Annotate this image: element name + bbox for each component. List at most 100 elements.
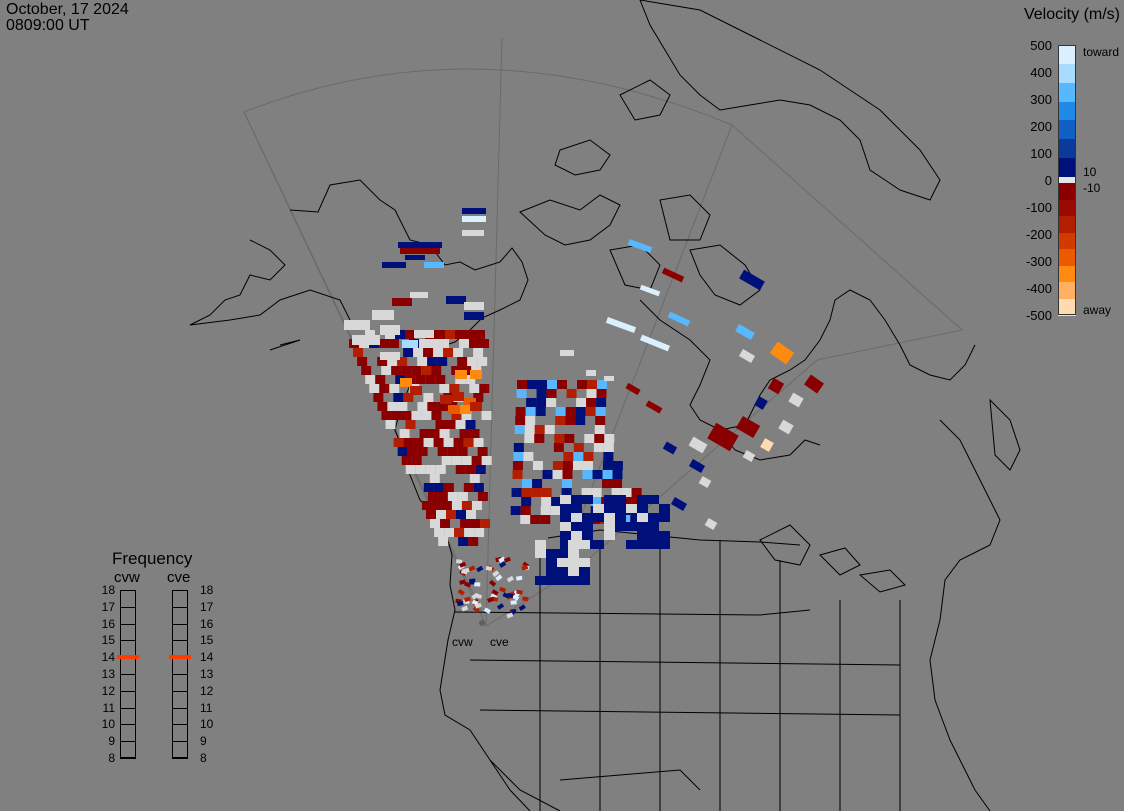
velocity-cell	[474, 528, 485, 537]
velocity-cell	[411, 366, 422, 375]
velocity-cell	[423, 483, 434, 492]
velocity-cell	[593, 443, 604, 452]
velocity-cell	[479, 384, 490, 393]
velocity-cell	[579, 567, 590, 576]
velocity-cell	[387, 402, 398, 411]
velocity-cell	[430, 519, 441, 528]
velocity-cell	[662, 441, 678, 455]
velocity-cell	[626, 504, 637, 513]
velocity-cell	[429, 474, 440, 483]
velocity-cell	[438, 537, 449, 546]
coastlines	[189, 0, 1021, 811]
velocity-cell	[423, 438, 434, 447]
velocity-cell	[577, 380, 587, 389]
velocity-cell	[473, 348, 484, 357]
velocity-cell	[659, 531, 670, 540]
frequency-gauge-tick	[120, 606, 136, 608]
velocity-cell	[585, 407, 596, 416]
velocity-cell	[670, 497, 688, 511]
velocity-cell	[403, 348, 414, 357]
velocity-cell	[468, 565, 476, 572]
field-of-view-outline	[243, 37, 964, 627]
velocity-cell	[391, 366, 402, 375]
velocity-cell	[602, 470, 613, 479]
velocity-cell	[573, 443, 584, 452]
frequency-tick-label: 10	[101, 717, 115, 732]
velocity-color-toward	[1058, 158, 1076, 178]
velocity-cell	[637, 522, 648, 531]
velocity-cell	[603, 443, 614, 452]
velocity-cell	[566, 389, 577, 398]
velocity-cell	[557, 567, 568, 576]
velocity-cell	[542, 470, 553, 479]
velocity-tick-label: -400	[1025, 281, 1052, 296]
velocity-cell	[582, 470, 593, 479]
velocity-cell	[568, 549, 579, 558]
velocity-cell	[512, 461, 523, 470]
velocity-cell	[423, 393, 434, 402]
velocity-cell	[565, 416, 576, 425]
velocity-cell	[557, 558, 568, 567]
velocity-cell	[379, 384, 390, 393]
frequency-tick-label: 15	[200, 633, 214, 648]
velocity-cell	[439, 429, 450, 438]
velocity-cell	[425, 375, 436, 384]
velocity-cell	[582, 513, 593, 522]
velocity-cell	[535, 540, 546, 549]
velocity-cell	[419, 339, 430, 348]
velocity-cell	[586, 398, 597, 407]
velocity-cell	[496, 603, 505, 610]
velocity-cell	[464, 581, 472, 588]
velocity-cell	[451, 501, 462, 510]
velocity-threshold-positive: 10	[1083, 165, 1097, 179]
velocity-cell	[557, 380, 567, 389]
frequency-gauge-tick	[120, 724, 136, 726]
velocity-cell	[381, 411, 392, 420]
velocity-cell	[427, 402, 438, 411]
velocity-cell	[405, 465, 416, 474]
velocity-cell	[469, 429, 480, 438]
velocity-color-toward	[1058, 82, 1076, 103]
velocity-cell	[465, 465, 476, 474]
velocity-cell	[453, 438, 464, 447]
velocity-cell	[455, 375, 466, 384]
velocity-cell	[521, 497, 532, 506]
velocity-cell	[429, 339, 440, 348]
velocity-color-away	[1058, 249, 1076, 266]
velocity-cell	[584, 434, 595, 443]
velocity-cell	[466, 510, 476, 519]
velocity-cell	[513, 443, 524, 452]
velocity-cell	[534, 425, 545, 434]
velocity-cell	[441, 456, 452, 465]
velocity-cell	[465, 375, 476, 384]
velocity-cell	[439, 384, 450, 393]
velocity-cell	[557, 549, 568, 558]
velocity-cell	[401, 456, 412, 465]
velocity-cell	[446, 510, 456, 519]
velocity-cell	[357, 357, 368, 366]
velocity-cell	[421, 501, 432, 510]
velocity-cell	[433, 483, 444, 492]
frequency-tick-label: 15	[101, 633, 115, 648]
velocity-cell	[631, 497, 642, 506]
velocity-cell	[437, 447, 448, 456]
velocity-cell	[462, 216, 486, 222]
velocity-cell	[612, 461, 623, 470]
velocity-cell	[648, 513, 659, 522]
velocity-cell	[625, 382, 641, 396]
velocity-cell	[527, 380, 537, 389]
velocity-cell	[455, 330, 465, 339]
velocity-cell	[517, 380, 527, 389]
frequency-gauge-tick	[120, 690, 136, 692]
velocity-cell	[637, 504, 648, 513]
velocity-cell	[565, 407, 576, 416]
velocity-cell	[437, 402, 448, 411]
frequency-gauge-tick	[120, 590, 136, 591]
velocity-cell	[546, 549, 557, 558]
velocity-cell	[639, 334, 671, 352]
velocity-cell	[452, 392, 464, 401]
velocity-away-label: away	[1083, 303, 1112, 317]
velocity-cell	[521, 564, 529, 571]
velocity-cell	[424, 262, 444, 268]
